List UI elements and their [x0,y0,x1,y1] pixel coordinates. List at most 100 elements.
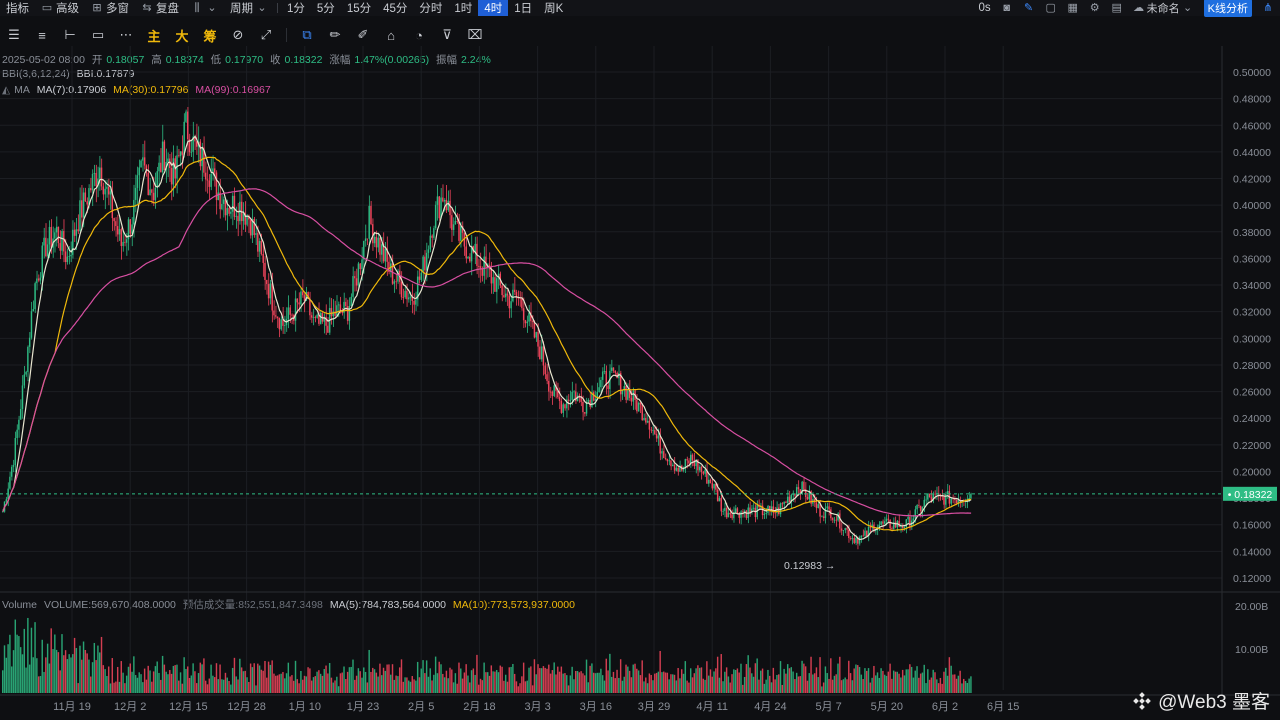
candle-body [774,512,776,514]
trade-icon[interactable]: ⊘ [232,27,244,42]
multi-window-button[interactable]: ⊞ 多窗 [85,0,135,16]
volume-bar [970,676,972,693]
candle-body [713,483,715,489]
volume-bar [763,683,766,693]
volume-bar [537,664,539,693]
candle-body [190,151,193,153]
indicators-button[interactable]: 指标 [0,0,35,16]
volume-bar [860,674,863,693]
volume-bar [936,679,938,693]
candle-body [621,390,624,395]
replay-button[interactable]: ⇆ 复盘 [135,0,185,16]
bell-icon[interactable]: ◭ [2,84,11,96]
candle-body [102,186,105,195]
volume-bar [178,680,180,693]
interval-1m[interactable]: 1分 [281,0,311,16]
rectangle-icon[interactable]: ▭ [91,27,105,42]
chip-button[interactable]: 筹 [203,28,217,44]
volume-bar [330,677,333,693]
volume-bar [786,664,789,693]
volume-bar [715,668,717,693]
volume-bar [533,659,536,693]
candle-body [607,385,609,389]
lock-icon[interactable]: ⌂ [387,27,395,43]
candle-body [946,491,949,494]
candle-body [400,281,403,298]
candle-body [242,213,245,222]
x-tick-label: 3月 16 [580,701,612,713]
candle-body [339,304,342,312]
grid-icon: ⊞ [92,2,102,14]
candle-body [152,192,155,201]
candle-body [201,147,203,167]
ruler-icon[interactable]: ✏ [329,27,341,42]
kline-analysis-button[interactable]: K线分析 [1203,0,1252,17]
candle-body [91,173,94,191]
pencil-icon[interactable]: ✎ [1024,2,1034,14]
layout-name-button[interactable]: ☁ 未命名 ⌄ [1133,0,1194,16]
candle-body [431,235,433,238]
interval-1w[interactable]: 周K [538,0,569,16]
volume-bar [770,682,773,693]
eye-icon[interactable]: ◔ [415,27,423,43]
candle-body [495,278,498,292]
open-value: 0.18057 [106,54,145,66]
volume-bar [903,675,906,693]
filter-icon[interactable]: ⊽ [442,27,452,42]
candle-type-button[interactable]: ⫼ ⌄ [185,0,224,16]
candle-body [592,392,595,401]
bbi-label[interactable]: BBI(3,6,12,24) [2,68,70,80]
volume-bar [519,683,521,693]
candle-body [806,496,809,500]
bbi-info: BBI(3,6,12,24) BBI:0.17879 [2,68,138,80]
candle-body [350,296,352,307]
interval-45m[interactable]: 45分 [377,0,413,16]
brush-icon[interactable]: ✐ [357,27,369,42]
volume-label[interactable]: Volume [2,599,38,611]
layout-icon[interactable]: ▦ [1067,2,1078,14]
interval-15m[interactable]: 15分 [341,0,377,16]
more-icon[interactable]: ⋯ [119,27,133,42]
horizontal-line-icon[interactable]: ⊢ [64,27,76,42]
list-icon[interactable]: ≡ [38,27,46,43]
volume-bar [39,676,42,693]
trash-icon[interactable]: ⌧ [467,27,483,42]
main-button[interactable]: 主 [147,28,161,44]
menu-icon[interactable]: ☰ [8,27,20,42]
volume-bar [853,668,855,693]
volume-bar [937,683,940,693]
volume-bar [948,657,951,693]
interval-1h[interactable]: 1时 [448,0,478,16]
volume-bar [510,666,512,693]
candle-body [465,246,467,259]
volume-bar [463,672,466,693]
volume-bar [296,679,299,693]
camera-icon[interactable]: ◙ [1003,2,1010,14]
period-button[interactable]: 周期 ⌄ [224,0,274,16]
volume-bar [363,667,365,693]
candle-body [386,248,388,262]
copy-icon[interactable]: ⧉ [302,27,312,42]
template-icon[interactable]: ▤ [1111,2,1122,14]
big-button[interactable]: 大 [175,28,189,44]
candle-body [156,171,158,188]
volume-bar [885,675,888,693]
ma-label[interactable]: MA [14,84,30,96]
volume-bar [657,671,660,693]
candle-body [927,493,929,500]
gear-icon[interactable]: ⚙ [1089,2,1100,14]
interval-timeshare[interactable]: 分时 [413,0,448,16]
interval-4h[interactable]: 4时 [478,0,509,16]
volume-bar [912,677,915,693]
candle-body [885,518,888,522]
expand-icon[interactable]: ⤢ [260,27,272,42]
advanced-button[interactable]: ▭ 高级 [35,0,85,16]
candle-body [905,519,907,528]
interval-1d[interactable]: 1日 [508,0,538,16]
share-icon[interactable]: ⋔ [1263,2,1273,14]
note-icon[interactable]: ▢ [1045,2,1056,14]
interval-5m[interactable]: 5分 [311,0,341,16]
volume-bar [305,676,308,693]
topbar-right: 0s ◙ ✎ ▢ ▦ ⚙ ▤ ☁ 未命名 ⌄ K线分析 ⋔ [979,0,1280,17]
